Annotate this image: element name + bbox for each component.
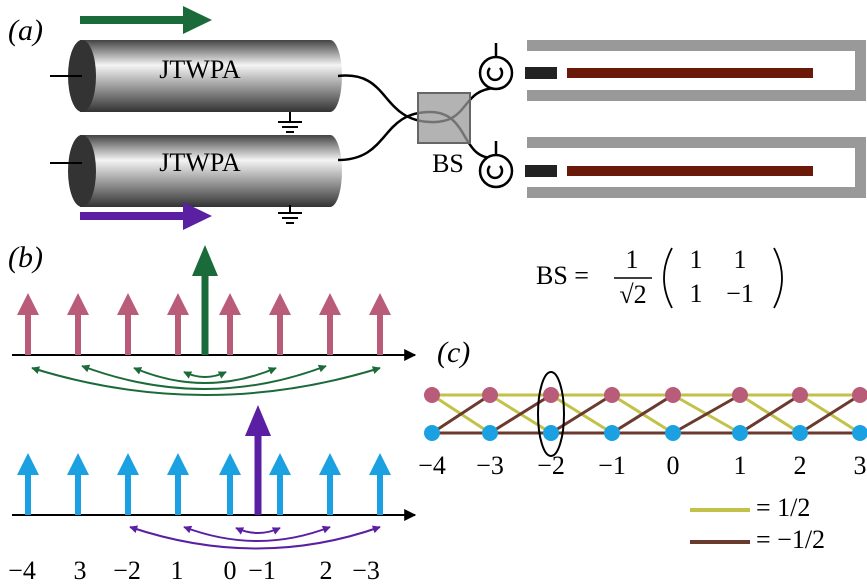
matrix-denominator: √2: [619, 280, 646, 309]
pump-arrow: [80, 6, 212, 34]
site: [732, 387, 748, 403]
site: [665, 425, 681, 441]
mode-arrowhead: [67, 453, 89, 475]
mode-arrowhead: [17, 293, 39, 315]
mode-arrowhead: [319, 293, 341, 315]
mode-arrowhead: [219, 453, 241, 475]
site-label: 0: [667, 451, 680, 480]
legend-label: = 1/2: [756, 493, 810, 522]
mode-label: 2: [320, 556, 333, 585]
site: [543, 387, 559, 403]
site: [792, 387, 808, 403]
matrix-numerator: 1: [626, 245, 639, 274]
site-label: −1: [598, 451, 626, 480]
matrix-entry: 1: [734, 245, 747, 274]
mode-arrowhead: [167, 453, 189, 475]
site: [665, 387, 681, 403]
mode-arrowhead: [117, 453, 139, 475]
mode-label: −1: [248, 556, 276, 585]
mode-label: 0: [224, 556, 237, 585]
panel-label: (a): [8, 14, 43, 47]
beam-splitter: [418, 93, 470, 143]
site: [604, 425, 620, 441]
mode-diagram: [12, 245, 415, 549]
site: [792, 425, 808, 441]
site: [424, 387, 440, 403]
matrix-entry: −1: [726, 279, 754, 308]
mode-arrowhead: [269, 293, 291, 315]
site: [424, 425, 440, 441]
panel-label: (b): [8, 241, 43, 274]
mode-label: −3: [352, 556, 380, 585]
matrix-entry: 1: [690, 245, 703, 274]
mode-arrowhead: [17, 453, 39, 475]
mode-label: −4: [8, 556, 36, 585]
circulators: [480, 43, 512, 187]
mode-arrowhead: [219, 293, 241, 315]
mode-label: 1: [171, 556, 184, 585]
mode-arrowhead: [369, 293, 391, 315]
amplifier-label: JTWPA: [159, 148, 241, 177]
legend-label: = −1/2: [756, 525, 825, 554]
mode-arrowhead: [167, 293, 189, 315]
figure: (a) JTWPA JTWPA BS BS = 1 √2 1 1 1 −1 (b…: [0, 0, 867, 586]
site: [852, 387, 867, 403]
site: [604, 387, 620, 403]
site-label: −3: [476, 451, 504, 480]
cables: [338, 76, 495, 160]
site: [482, 425, 498, 441]
mode-arrowhead: [67, 293, 89, 315]
site-marker: [538, 372, 564, 456]
mode-arrowhead: [117, 293, 139, 315]
site-label: 2: [794, 451, 807, 480]
matrix-lhs: BS =: [536, 261, 589, 290]
mode-arrowhead: [369, 453, 391, 475]
site: [482, 387, 498, 403]
amplifier-label: JTWPA: [159, 55, 241, 84]
site: [732, 425, 748, 441]
matrix: BS = 1 √2 1 1 1 −1: [536, 245, 782, 309]
site-label: 3: [854, 451, 867, 480]
matrix-entry: 1: [690, 279, 703, 308]
site: [852, 425, 867, 441]
panel-label: (c): [437, 336, 470, 369]
splitter-label: BS: [432, 149, 464, 178]
site-label: −4: [418, 451, 446, 480]
mode-arrowhead: [319, 453, 341, 475]
site-label: 1: [734, 451, 747, 480]
mode-arrowhead: [269, 453, 291, 475]
resonators: [525, 40, 866, 198]
mode-label: −2: [113, 556, 141, 585]
amplifier: [50, 40, 342, 132]
mode-label: 3: [74, 556, 87, 585]
site: [543, 425, 559, 441]
